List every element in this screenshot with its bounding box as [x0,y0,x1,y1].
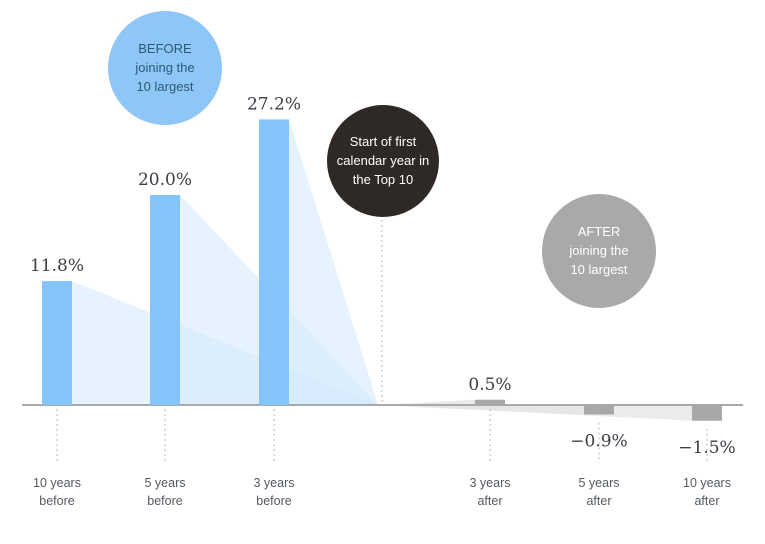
bar-0 [42,281,72,405]
value-label-0: 11.8% [30,256,84,276]
bubbles-group: BEFORE joining the 10 largest Start of firs… [108,11,656,308]
bubble-before-text-0: BEFORE [138,41,192,56]
bubble-start-text-2: the Top 10 [353,172,413,187]
guide-lines-group [56,220,708,463]
bubble-after-text-2: 10 largest [570,262,627,277]
bubble-after-text-1: joining the [568,243,628,258]
bubble-before-text-1: joining the [134,60,194,75]
category-label-1-line2: before [147,494,182,508]
category-label-5-line2: after [694,494,719,508]
labels-group: 11.8% 20.0% 27.2% 0.5% −0.9% −1.5% 10 years bef… [30,94,736,508]
bars-group [42,119,722,421]
value-label-5: −1.5% [678,438,735,458]
bubble-after-text-0: AFTER [578,224,621,239]
category-label-2-line2: before [256,494,291,508]
category-label-0-line2: before [39,494,74,508]
bubble-start-text-1: calendar year in [337,153,430,168]
fan-before-2 [289,119,378,406]
value-label-3: 0.5% [468,375,511,395]
category-label-5-line1: 10 years [683,476,731,490]
bar-2 [259,119,289,406]
category-label-0-line1: 10 years [33,476,81,490]
bubble-before-text-2: 10 largest [136,79,193,94]
bar-1 [150,195,180,405]
category-label-4-line2: after [586,494,611,508]
bar-3 [475,399,505,405]
bubble-start [327,105,439,217]
category-label-3-line1: 3 years [470,476,511,490]
bar-5 [692,405,722,421]
bubble-start-text-0: Start of first [350,134,417,149]
value-label-1: 20.0% [138,170,192,190]
bubble-before [108,11,222,125]
category-label-4-line1: 5 years [579,476,620,490]
category-label-1-line1: 5 years [145,476,186,490]
value-label-4: −0.9% [570,431,627,451]
category-label-3-line2: after [477,494,502,508]
value-label-2: 27.2% [247,94,301,114]
bubble-after [542,194,656,308]
bar-4 [584,405,614,415]
fan-before-0 [72,281,378,405]
category-label-2-line1: 3 years [254,476,295,490]
fan-after-3 [378,399,475,405]
fan-after-5 [378,405,692,421]
